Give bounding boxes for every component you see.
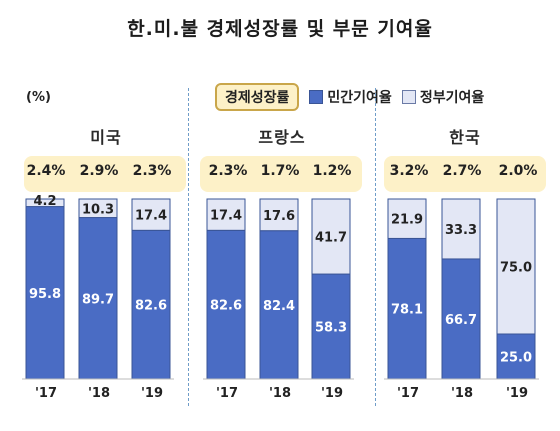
legend-government-swatch bbox=[401, 90, 416, 104]
label-private-korea-2018: 66.7 bbox=[445, 313, 477, 328]
bar-government-korea-2017 bbox=[387, 198, 427, 239]
label-government-korea-2017: 21.9 bbox=[391, 213, 423, 228]
legend-government-label: 정부기여율 bbox=[419, 90, 485, 106]
growth-box-france bbox=[200, 156, 362, 192]
growth-usa-2019: 2.3% bbox=[132, 163, 172, 179]
bar-government-france-2018 bbox=[259, 198, 299, 232]
label-private-korea-2017: 78.1 bbox=[391, 303, 423, 318]
year-label-usa-2018: '18 bbox=[87, 386, 111, 401]
label-government-france-2019: 41.7 bbox=[315, 231, 347, 246]
label-private-france-2019: 58.3 bbox=[315, 321, 347, 336]
legend-government: 정부기여율 bbox=[401, 87, 485, 107]
growth-box-korea bbox=[384, 156, 546, 192]
bar-government-korea-2019 bbox=[496, 198, 536, 335]
bar-private-usa-2017 bbox=[25, 206, 65, 380]
bar-government-france-2017 bbox=[206, 198, 246, 231]
label-government-france-2017: 17.4 bbox=[210, 209, 242, 224]
growth-korea-2017: 3.2% bbox=[389, 163, 429, 179]
label-government-usa-2017: 4.2 bbox=[33, 194, 56, 209]
label-private-france-2018: 82.4 bbox=[263, 299, 295, 314]
label-private-usa-2019: 82.6 bbox=[135, 299, 167, 314]
growth-usa-2017: 2.4% bbox=[26, 163, 66, 179]
label-private-usa-2017: 95.8 bbox=[29, 287, 61, 302]
label-government-usa-2019: 17.4 bbox=[135, 209, 167, 224]
bar-government-usa-2019 bbox=[131, 198, 171, 231]
divider-2 bbox=[375, 88, 376, 406]
year-label-korea-2019: '19 bbox=[505, 386, 529, 401]
growth-box-usa bbox=[24, 156, 186, 192]
bar-private-usa-2019 bbox=[131, 229, 171, 380]
year-label-france-2017: '17 bbox=[215, 386, 239, 401]
label-government-usa-2018: 10.3 bbox=[82, 202, 114, 217]
year-label-usa-2017: '17 bbox=[34, 386, 58, 401]
legend-private-swatch bbox=[309, 90, 324, 104]
year-label-usa-2019: '19 bbox=[140, 386, 164, 401]
divider-1 bbox=[188, 88, 189, 406]
year-label-france-2019: '19 bbox=[320, 386, 344, 401]
bar-government-france-2019 bbox=[311, 198, 351, 275]
unit-label: (%) bbox=[26, 90, 51, 105]
country-label-korea: 한국 bbox=[449, 128, 481, 147]
year-label-korea-2017: '17 bbox=[396, 386, 420, 401]
label-private-france-2017: 82.6 bbox=[210, 299, 242, 314]
label-government-korea-2019: 75.0 bbox=[500, 261, 532, 276]
bar-private-france-2017 bbox=[206, 229, 246, 380]
year-label-korea-2018: '18 bbox=[450, 386, 474, 401]
label-private-usa-2018: 89.7 bbox=[82, 292, 114, 307]
growth-france-2018: 1.7% bbox=[260, 163, 300, 179]
bar-private-france-2019 bbox=[311, 273, 351, 380]
legend-growth: 경제성장률 bbox=[215, 83, 300, 111]
chart-title: 한.미.불 경제성장률 및 부문 기여율 bbox=[127, 18, 433, 40]
growth-usa-2018: 2.9% bbox=[79, 163, 119, 179]
growth-france-2017: 2.3% bbox=[208, 163, 248, 179]
bar-government-usa-2018 bbox=[78, 198, 118, 219]
label-government-france-2018: 17.6 bbox=[263, 209, 295, 224]
bar-private-usa-2018 bbox=[78, 217, 118, 380]
label-private-korea-2019: 25.0 bbox=[500, 351, 532, 366]
year-label-france-2018: '18 bbox=[268, 386, 292, 401]
bar-government-usa-2017 bbox=[25, 198, 65, 208]
growth-france-2019: 1.2% bbox=[312, 163, 352, 179]
growth-korea-2019: 2.0% bbox=[498, 163, 538, 179]
label-government-korea-2018: 33.3 bbox=[445, 223, 477, 238]
bar-government-korea-2018 bbox=[441, 198, 481, 260]
growth-korea-2018: 2.7% bbox=[442, 163, 482, 179]
country-label-usa: 미국 bbox=[90, 128, 122, 147]
country-label-france: 프랑스 bbox=[258, 128, 306, 147]
